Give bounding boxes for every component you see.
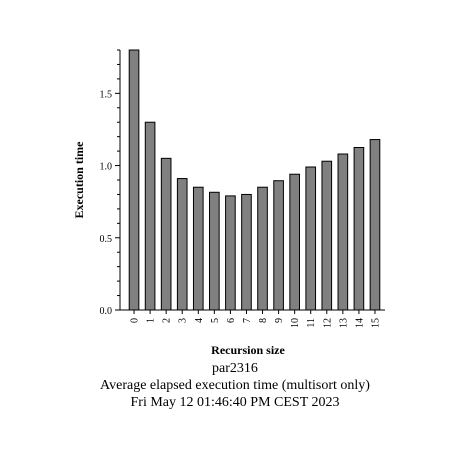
caption-host: par2316 <box>212 361 258 376</box>
bar-14 <box>353 147 365 311</box>
x-tick-label: 7 <box>242 318 253 323</box>
bar-8 <box>257 186 268 311</box>
x-tick-label: 12 <box>322 318 333 328</box>
x-tick-label: 8 <box>258 318 269 323</box>
x-tick-label: 4 <box>194 318 205 323</box>
bar-11 <box>305 166 317 311</box>
x-tick-label: 11 <box>306 318 317 328</box>
caption-timestamp: Fri May 12 01:46:40 PM CEST 2023 <box>130 395 340 410</box>
bar-7 <box>241 193 252 311</box>
bar-0 <box>128 49 140 311</box>
x-tick-label: 10 <box>290 318 301 328</box>
x-tick-label: 13 <box>338 318 349 328</box>
bar-4 <box>192 186 204 311</box>
x-tick-label: 3 <box>178 318 189 323</box>
bar-5 <box>209 191 220 311</box>
y-tick-label: 0.5 <box>100 234 113 245</box>
bar-10 <box>289 173 300 311</box>
x-tick-label: 14 <box>354 318 365 328</box>
bar-3 <box>176 178 188 311</box>
bar-1 <box>144 121 156 311</box>
bar-2 <box>160 157 172 311</box>
y-tick-label: 1.5 <box>100 89 113 100</box>
caption-description: Average elapsed execution time (multisor… <box>100 378 370 393</box>
bar-12 <box>321 160 333 311</box>
y-axis-label: Execution time <box>72 141 86 219</box>
x-axis-ticks: 0 1 2 3 4 5 6 7 8 9 10 11 12 13 14 15 <box>130 310 381 328</box>
x-tick-label: 0 <box>130 318 141 323</box>
x-tick-label: 9 <box>274 318 285 323</box>
x-tick-label: 1 <box>146 318 157 323</box>
x-tick-label: 2 <box>162 318 173 323</box>
bar-6 <box>225 195 236 311</box>
bar-13 <box>337 153 349 311</box>
bar-9 <box>273 180 284 311</box>
y-axis-ticks: 0.0 0.5 1.0 1.5 <box>100 49 120 317</box>
x-tick-label: 6 <box>226 318 237 323</box>
x-axis-label: Recursion size <box>211 343 285 357</box>
bars-group <box>128 49 381 311</box>
y-tick-label: 0.0 <box>100 306 113 317</box>
x-tick-label: 15 <box>370 318 381 328</box>
y-tick-label: 1.0 <box>100 162 113 173</box>
bar-chart: 0.00.51.01.5 0 1 2 3 4 5 6 7 8 9 10 11 12 13 14 15 Exec… <box>72 49 385 357</box>
x-tick-label: 5 <box>210 318 221 323</box>
bar-15 <box>369 139 381 311</box>
